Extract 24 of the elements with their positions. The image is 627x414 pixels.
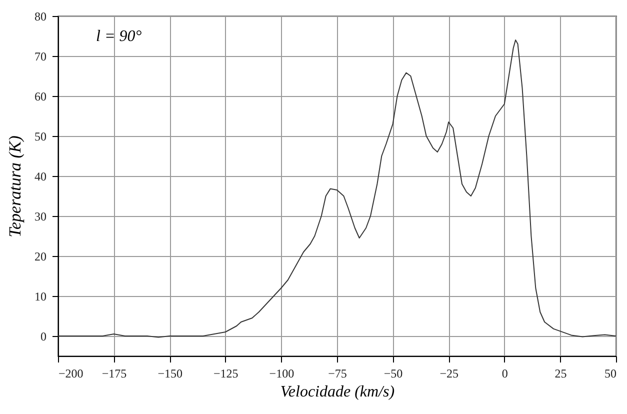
y-tick-label: 40: [34, 170, 46, 184]
y-tick-label: 60: [34, 90, 46, 104]
x-tick-label: −200: [58, 366, 84, 380]
x-tick-label: −175: [102, 366, 127, 380]
x-axis-title: Velocidade (km/s): [280, 384, 395, 400]
y-tick-label: 70: [34, 50, 46, 64]
line-series: [58, 40, 616, 338]
x-tick-label: −100: [269, 366, 294, 380]
y-tick-label: 50: [34, 130, 46, 144]
y-axis-title: Teperatura (K): [6, 135, 24, 238]
x-tick-label: −25: [440, 366, 458, 380]
x-tick-label: 25: [554, 366, 567, 380]
y-tick-label: 20: [34, 250, 46, 264]
x-tick-label: −50: [384, 366, 403, 380]
y-tick-label: 0: [40, 330, 46, 344]
x-tick-label: −125: [214, 366, 238, 380]
x-tick-label: 0: [502, 366, 508, 380]
x-tick-label: 50: [604, 366, 616, 380]
x-tick-label: −150: [158, 366, 182, 380]
y-tick-label: 30: [34, 210, 46, 224]
y-tick-label: 80: [34, 10, 46, 24]
x-tick-label: −75: [328, 366, 347, 380]
annotation: l = 90°: [96, 28, 142, 45]
y-tick-label: 10: [34, 290, 46, 304]
